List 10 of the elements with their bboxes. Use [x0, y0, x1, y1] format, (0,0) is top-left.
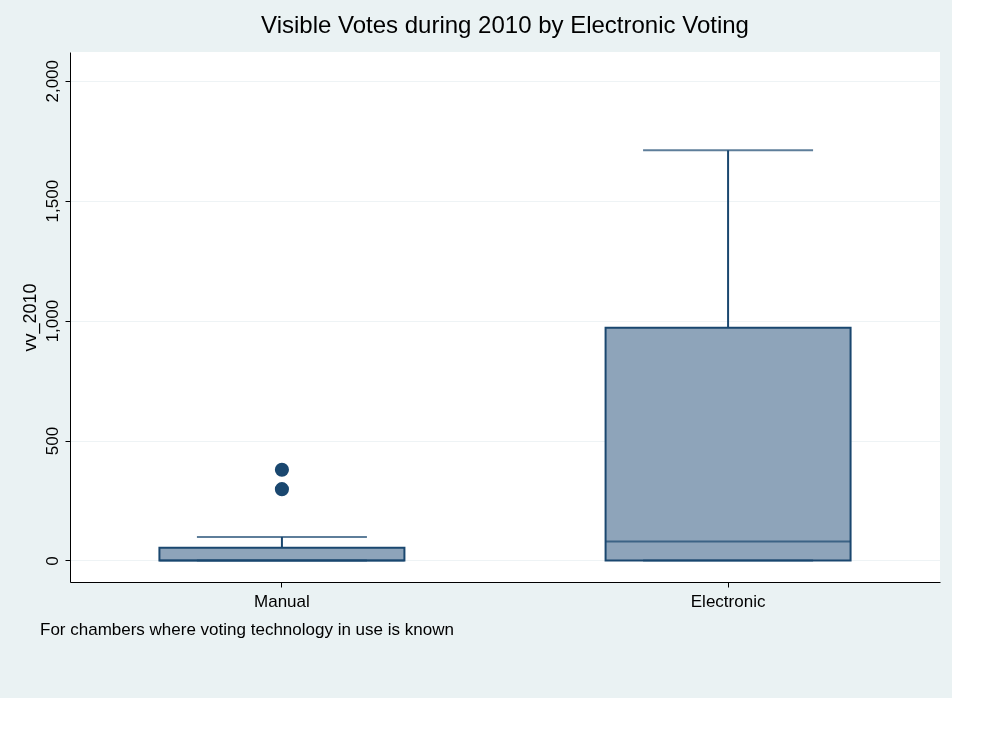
y-tick-label: 2,000: [42, 60, 62, 103]
x-tick-label: Manual: [254, 591, 310, 611]
text: For chambers where voting technology in use is known: [40, 620, 454, 639]
y-tick-label: 0: [42, 556, 62, 566]
y-tick-label: 1,000: [42, 299, 62, 343]
y-tick-label: 500: [42, 426, 62, 456]
y-axis-title: vv_2010: [19, 283, 41, 352]
x-tick-label: Electronic: [690, 591, 766, 611]
y-tick-label: 1,500: [42, 179, 62, 223]
chart-title: Visible Votes during 2010 by Electronic Voting: [261, 11, 749, 38]
